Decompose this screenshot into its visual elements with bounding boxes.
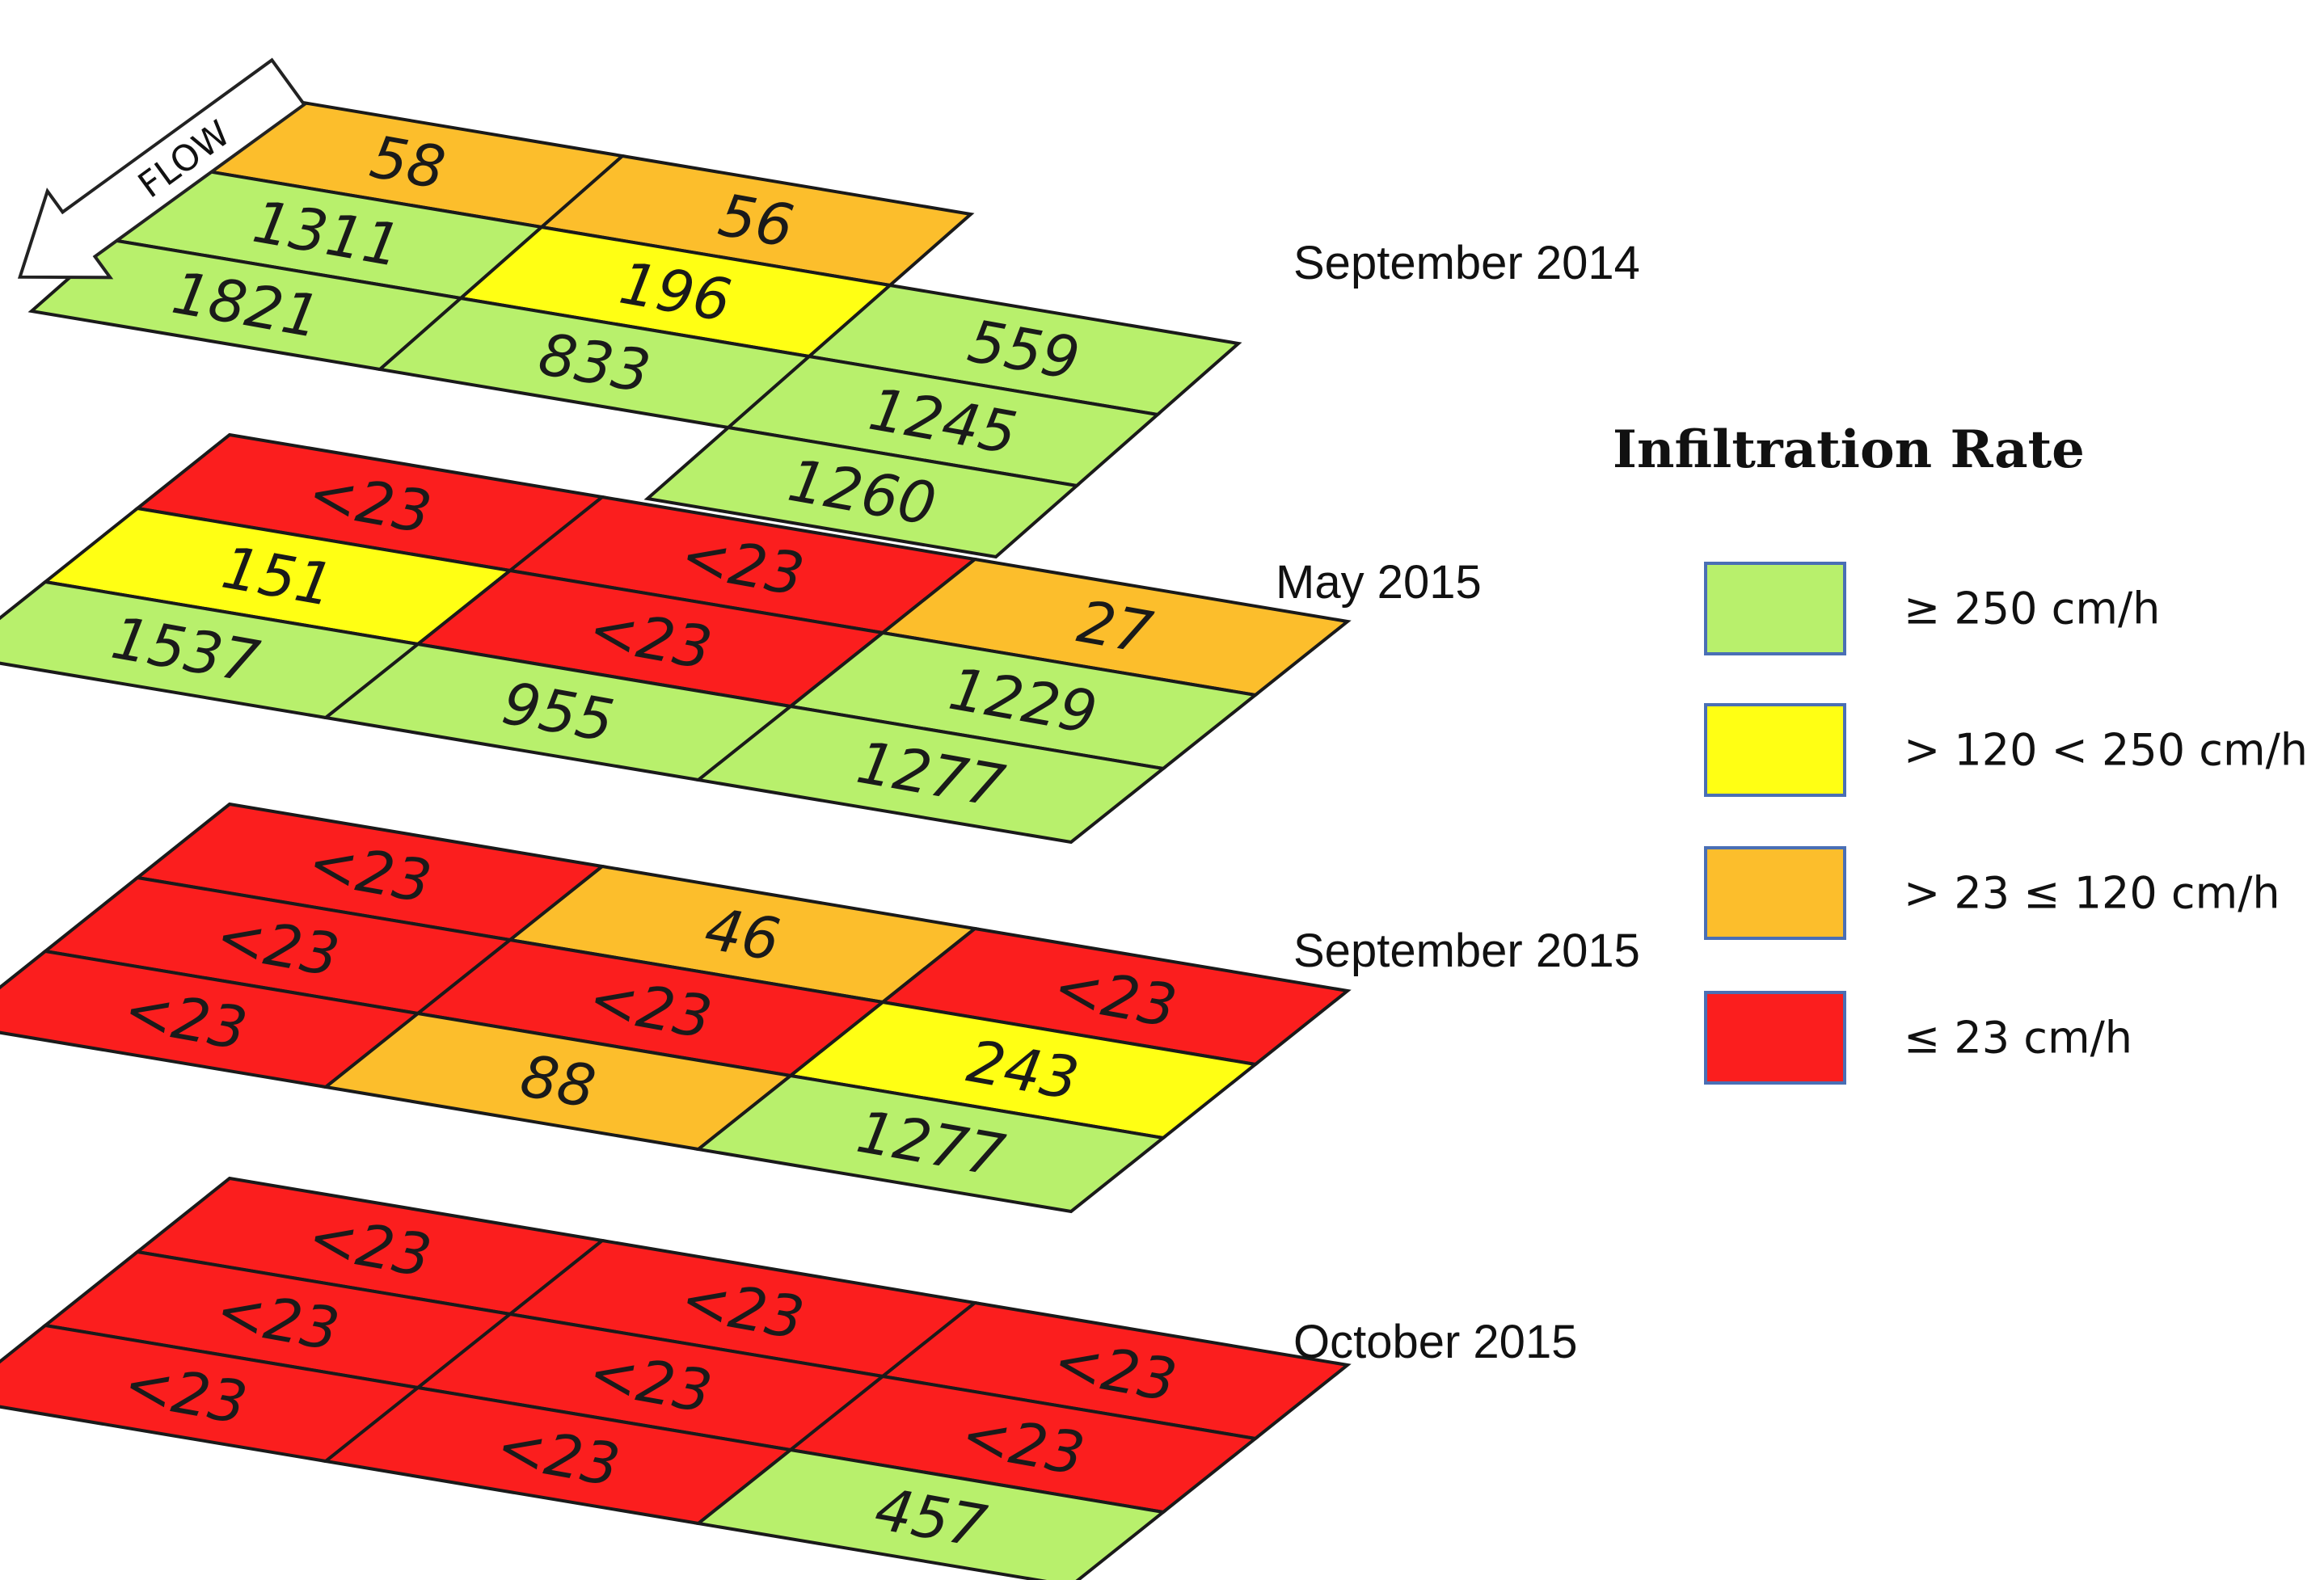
grid-cell — [694, 1073, 1167, 1214]
grid-cell — [643, 425, 1081, 559]
legend-title: Infiltration Rate — [1613, 419, 2085, 480]
grid-cell — [694, 1447, 1167, 1580]
cell-value: 46 — [700, 895, 785, 975]
flow-arrow-shape — [17, 57, 307, 280]
cell-value: 27 — [1073, 588, 1158, 668]
cell-value: 88 — [516, 1042, 601, 1122]
legend-swatch — [1704, 991, 1846, 1085]
cell-value: 58 — [365, 123, 450, 203]
legend-swatch — [1704, 703, 1846, 797]
panel-label: September 2015 — [1293, 925, 1640, 977]
panel-label: October 2015 — [1293, 1316, 1577, 1368]
legend-swatch — [1704, 846, 1846, 940]
legend: Infiltration Rate ≥ 250 cm/h > 120 < 250 c… — [1613, 419, 2308, 1085]
legend-swatch — [1704, 562, 1846, 655]
legend-label: ≤ 23 cm/h — [1904, 1013, 2132, 1064]
legend-label: > 23 ≤ 120 cm/h — [1904, 868, 2280, 919]
cell-value: 56 — [714, 181, 799, 261]
legend-label: ≥ 250 cm/h — [1904, 584, 2160, 634]
panel-label: September 2014 — [1293, 237, 1640, 289]
panel-label: May 2015 — [1276, 556, 1482, 609]
legend-label: > 120 < 250 cm/h — [1904, 725, 2308, 776]
grid-cell — [694, 704, 1167, 845]
